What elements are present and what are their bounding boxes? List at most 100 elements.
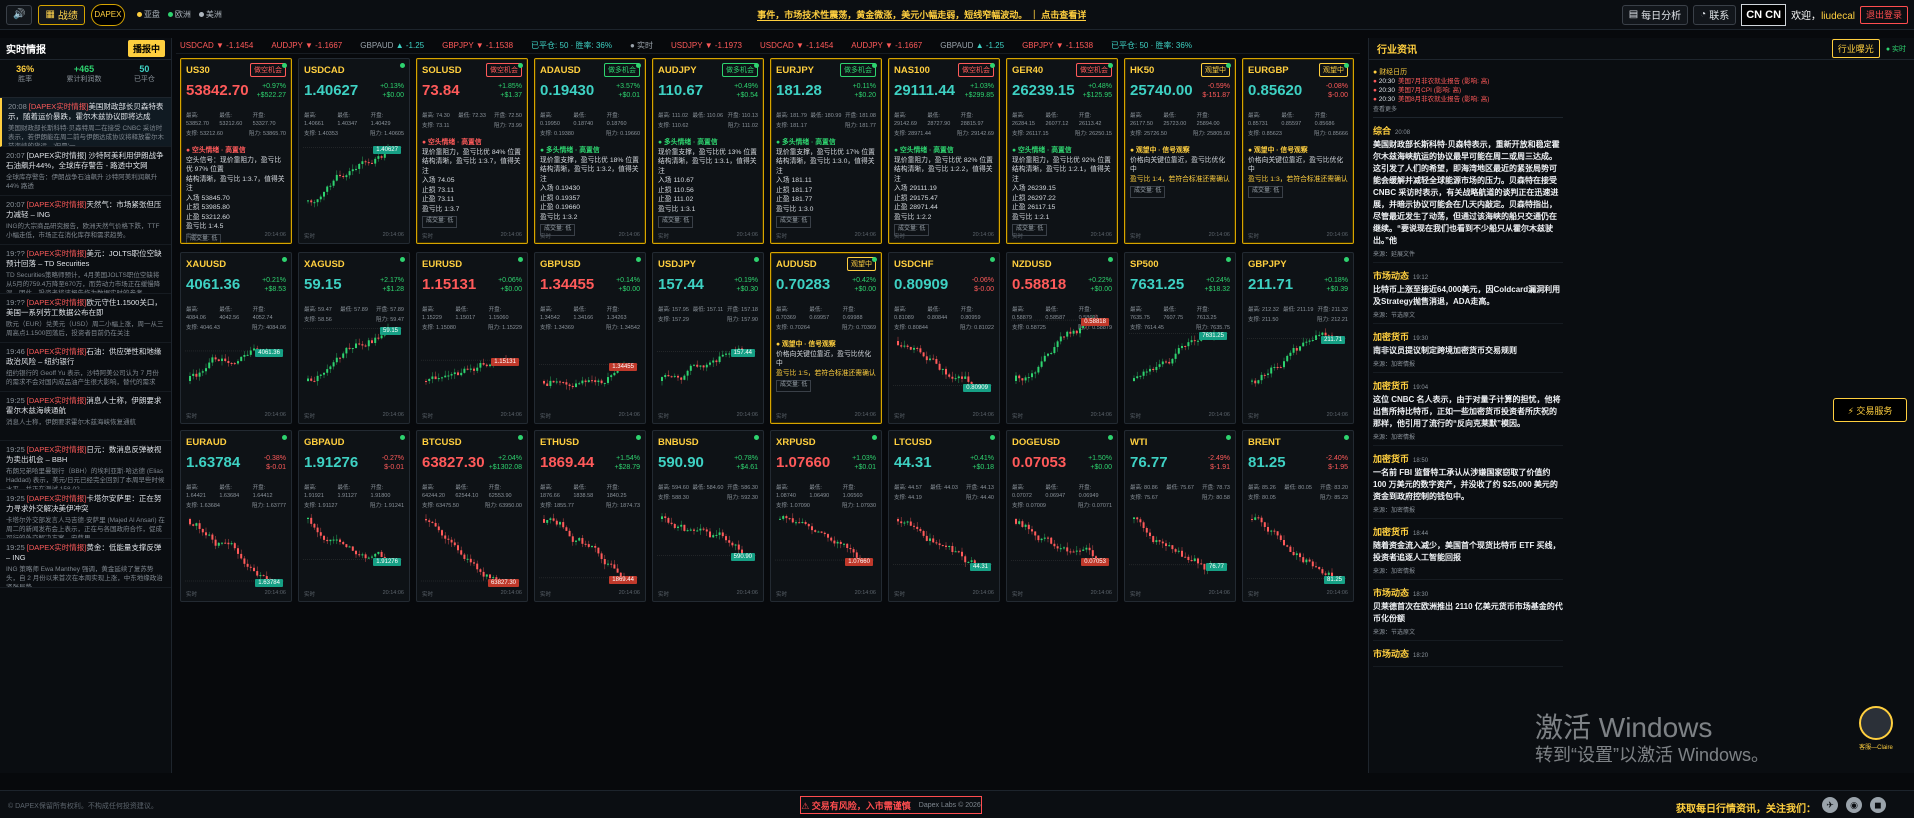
candle-chart[interactable] <box>1011 489 1111 589</box>
candle-body <box>453 542 456 546</box>
candle-body <box>1279 535 1282 540</box>
calendar-more-link[interactable]: 查看更多 <box>1373 107 1398 113</box>
card-header: DOGEUSD <box>1012 435 1112 449</box>
symbol-card-usdchf[interactable]: USDCHF 0.80909 -0.06% $-0.00 最高: 0.81089 最低: … <box>888 252 1000 424</box>
candle-chart[interactable] <box>893 489 993 589</box>
candle-chart[interactable] <box>421 311 521 411</box>
symbol-card-eurgbp[interactable]: EURGBP 观望中 0.85620 -0.08% $-0.00 最高: 0.85731 最… <box>1242 58 1354 244</box>
discord-icon[interactable]: ◉ <box>1846 797 1862 813</box>
candle-chart[interactable] <box>421 489 521 589</box>
support-avatar[interactable]: 客服—Claire <box>1852 706 1900 762</box>
daily-analysis-button[interactable]: ▤ 每日分析 <box>1621 4 1689 25</box>
news-item[interactable]: 20:07 [DAPEX实时情报] 沙特阿美利用伊朗战争石油飙升44%，全球库存警… <box>0 147 171 196</box>
telegram-icon[interactable]: ✈ <box>1822 797 1838 813</box>
logout-button[interactable]: 退出登录 <box>1859 5 1908 24</box>
news-item[interactable]: 19:?? [DAPEX实时情报]欧元守住1.1500关口，美国一系列劳工数据公布… <box>0 294 171 343</box>
news-tag: [DAPEX实时情报] <box>26 298 87 307</box>
symbol-card-euraud[interactable]: EURAUD 1.63784 -0.38% $-0.01 最高: 1.64421 最低: … <box>180 430 292 602</box>
symbol-card-sp500[interactable]: SP500 7631.25 +0.24% +$18.32 最高: 7635.75 最低: … <box>1124 252 1236 424</box>
industry-item[interactable]: 市场动态 19:12 比特币上涨至接近64,000美元，因Coldcard漏洞利用及… <box>1373 263 1563 324</box>
candle-body <box>1069 331 1072 334</box>
industry-item[interactable]: 综合 20:08 美国财政部长斯科特·贝森特表示，重新开放和稳定霍尔木兹海峡航运的协… <box>1373 118 1563 263</box>
symbol-card-audjpy[interactable]: AUDJPY 做多机会 110.67 +0.49% +$0.54 最高: 111.02 最低… <box>652 58 764 244</box>
symbol-card-nzdusd[interactable]: NZDUSD 0.58818 +0.22% +$0.00 最高: 0.58879 最低: … <box>1006 252 1118 424</box>
symbol-card-gbpusd[interactable]: GBPUSD 1.34455 +0.14% +$0.00 最高: 1.34542 最低: … <box>534 252 646 424</box>
symbol-card-wti[interactable]: WTI 76.77 -2.49% $-1.91 最高: 80.86 最低: 75.67 开盘… <box>1124 430 1236 602</box>
candle-body <box>237 361 239 364</box>
symbol-card-audusd[interactable]: AUDUSD 观望中 0.70283 +0.42% +$0.00 最高: 0.70369 最… <box>770 252 882 424</box>
symbol-card-dogeusd[interactable]: DOGEUSD 0.07053 +1.50% +$0.00 最高: 0.07072 最低:… <box>1006 430 1118 602</box>
symbol-card-ger40[interactable]: GER40 做空机会 26239.15 +0.48% +$125.95 最高: 26284… <box>1006 58 1118 244</box>
symbol-card-nas100[interactable]: NAS100 做空机会 29111.44 +1.03% +$299.85 最高: 2914… <box>888 58 1000 244</box>
language-button[interactable]: CN CN <box>1741 3 1787 26</box>
card-header: AUDJPY 做多机会 <box>658 63 758 77</box>
news-item[interactable]: 19:46 [DAPEX实时情报]石油：供应弹性和地缘政治风险 – 纽约银行 纽约银… <box>0 343 171 392</box>
symbol-card-eurusd[interactable]: EURUSD 1.15131 +0.06% +$0.00 最高: 1.15229 最低: … <box>416 252 528 424</box>
footer-left: 实时 <box>1130 414 1142 420</box>
candle-chart[interactable] <box>1247 311 1347 411</box>
candle-body <box>581 538 584 544</box>
news-item[interactable]: 19:25 [DAPEX实时情报]日元：数消息反弹被视为卖出机会 – BBH 布朗兄… <box>0 441 171 490</box>
strategy-button[interactable]: ▦ 战绩 <box>38 4 85 25</box>
candle-chart[interactable] <box>775 489 875 589</box>
news-item[interactable]: 19:25 [DAPEX实时情报]卡塔尔安萨里：正在努力寻求外交解决美伊冲突 卡塔尔… <box>0 490 171 539</box>
symbol-card-xagusd[interactable]: XAGUSD 59.15 +2.17% +$1.28 最高: 59.47 最低: 57.8… <box>298 252 410 424</box>
trade-service-button[interactable]: ⚡ 交易服务 <box>1833 398 1907 422</box>
candle-chart[interactable] <box>185 489 285 589</box>
industry-item[interactable]: 市场动态 18:20 <box>1373 641 1563 667</box>
symbol-card-ethusd[interactable]: ETHUSD 1869.44 +1.54% +$28.79 最高: 1876.66 最低:… <box>534 430 646 602</box>
industry-item[interactable]: 加密货币 18:44 随着资金流入减少，美国首个现货比特币 ETF 买线，投资者追逐… <box>1373 519 1563 580</box>
news-item[interactable]: 19:25 [DAPEX实时情报]黄金：低能量支撑反弹 – ING ING 策略师 … <box>0 539 171 588</box>
symbol-card-ltcusd[interactable]: LTCUSD 44.31 +0.41% +$0.18 最高: 44.57 最低: 44.0… <box>888 430 1000 602</box>
candle-body <box>830 537 833 541</box>
sound-toggle-button[interactable]: 🔊 <box>6 4 33 25</box>
candle-chart[interactable] <box>303 131 403 231</box>
candle-chart[interactable] <box>657 311 757 411</box>
news-item[interactable]: 19:?? [DAPEX实时情报]美元：JOLTS职位空缺预计回落 – TD Se… <box>0 245 171 294</box>
youtube-icon[interactable]: ◼ <box>1870 797 1886 813</box>
footer-time: 20:14:06 <box>1326 590 1348 596</box>
industry-item[interactable]: 加密货币 18:50 一名前 FBI 监督特工承认从涉嫌国家窃取了价值约 100 万… <box>1373 446 1563 519</box>
candle-chart[interactable] <box>1247 489 1347 589</box>
candle-chart[interactable] <box>1129 311 1229 411</box>
news-item[interactable]: 20:07 [DAPEX实时情报]天然气：市场紧张但压力减轻 – ING ING的大… <box>0 196 171 245</box>
industry-item[interactable]: 市场动态 18:30 贝莱德首次在欧洲推出 2110 亿美元货币市场基金的代币化份额… <box>1373 580 1563 641</box>
candle-chart[interactable] <box>539 311 639 411</box>
symbol-card-solusd[interactable]: SOLUSD 做空机会 73.84 +1.85% +$1.37 最高: 74.30 最低: … <box>416 58 528 244</box>
symbol-card-gbpaud[interactable]: GBPAUD 1.91276 -0.27% $-0.01 最高: 1.91921 最低: … <box>298 430 410 602</box>
announcement-marquee[interactable]: 事件，市场技术性震荡，黄金微涨，美元小幅走弱，短线窄幅波动。 ｜ 点击查看详 <box>228 8 1616 21</box>
broadcast-button[interactable]: 播报中 <box>127 40 165 57</box>
symbol-card-hk50[interactable]: HK50 观望中 25740.00 -0.59% $-151.87 最高: 26177.5… <box>1124 58 1236 244</box>
symbol-card-xauusd[interactable]: XAUUSD 4061.36 +0.21% +$8.53 最高: 4084.06 最低: … <box>180 252 292 424</box>
candle-body <box>208 534 211 536</box>
news-item[interactable]: 20:08 [DAPEX实时情报]美国财政部长贝森特表示，随着运价暴跌，霍尔木兹协… <box>0 98 171 147</box>
news-item[interactable]: 19:25 [DAPEX实时情报]消息人士称，伊朗要求霍尔木兹海峡通航 消息人士称，… <box>0 392 171 441</box>
symbol-card-bnbusd[interactable]: BNBUSD 590.90 +0.78% +$4.61 最高: 594.60 最低: 58… <box>652 430 764 602</box>
candle-chart[interactable] <box>893 311 993 411</box>
contact-button[interactable]: ◔ 联系 <box>1693 4 1737 25</box>
symbol-card-usdjpy[interactable]: USDJPY 157.44 +0.19% +$0.30 最高: 157.95 最低: 15… <box>652 252 764 424</box>
symbol-card-us30[interactable]: US30 做空机会 53842.70 +0.97% +$522.27 最高: 53852.… <box>180 58 292 244</box>
candle-chart[interactable] <box>539 489 639 589</box>
candle-chart[interactable] <box>185 311 285 411</box>
symbol-card-eurjpy[interactable]: EURJPY 做多机会 181.28 +0.11% +$0.20 最高: 181.79 最低… <box>770 58 882 244</box>
candle-chart[interactable] <box>657 489 757 589</box>
symbol-card-btcusd[interactable]: BTCUSD 63827.30 +2.04% +$1302.08 最高: 64244.2… <box>416 430 528 602</box>
candle-chart[interactable] <box>1129 489 1229 589</box>
hlo-meta3: 开盘: 0.69988 <box>842 307 863 321</box>
candle-chart[interactable] <box>303 489 403 589</box>
industry-exposure-button[interactable]: 行业曝光 <box>1831 39 1880 58</box>
news-time: 19:?? <box>6 298 25 307</box>
industry-item[interactable]: 加密货币 19:04 这位 CNBC 名人表示，由于对量子计算的担忧，他将出售所持比… <box>1373 373 1563 446</box>
symbol-card-brent[interactable]: BRENT 81.25 -2.40% $-1.95 最高: 85.26 最低: 80.05… <box>1242 430 1354 602</box>
industry-item-head: 市场动态 18:20 <box>1373 647 1563 660</box>
symbol-card-xrpusd[interactable]: XRPUSD 1.07660 +1.03% +$0.01 最高: 1.08740 最低: … <box>770 430 882 602</box>
hlo-meta3: 开盘: 1.91800 <box>370 485 391 499</box>
candle-body <box>240 553 243 559</box>
symbol-card-gbpjpy[interactable]: GBPJPY 211.71 +0.18% +$0.39 最高: 212.32 最低: 21… <box>1242 252 1354 424</box>
symbol-card-usdcad[interactable]: USDCAD 1.40627 +0.13% +$0.00 最高: 1.40661 最低: … <box>298 58 410 244</box>
symbol-card-adausd[interactable]: ADAUSD 做多机会 0.19430 +3.57% +$0.01 最高: 0.19950… <box>534 58 646 244</box>
calendar-title-text: 财经日历 <box>1379 69 1408 76</box>
brand-logo[interactable]: DAPEX <box>90 3 125 26</box>
industry-item[interactable]: 加密货币 19:30 南非议员提议制定跨境加密货币交易规则 来源：加密情报 <box>1373 324 1563 373</box>
